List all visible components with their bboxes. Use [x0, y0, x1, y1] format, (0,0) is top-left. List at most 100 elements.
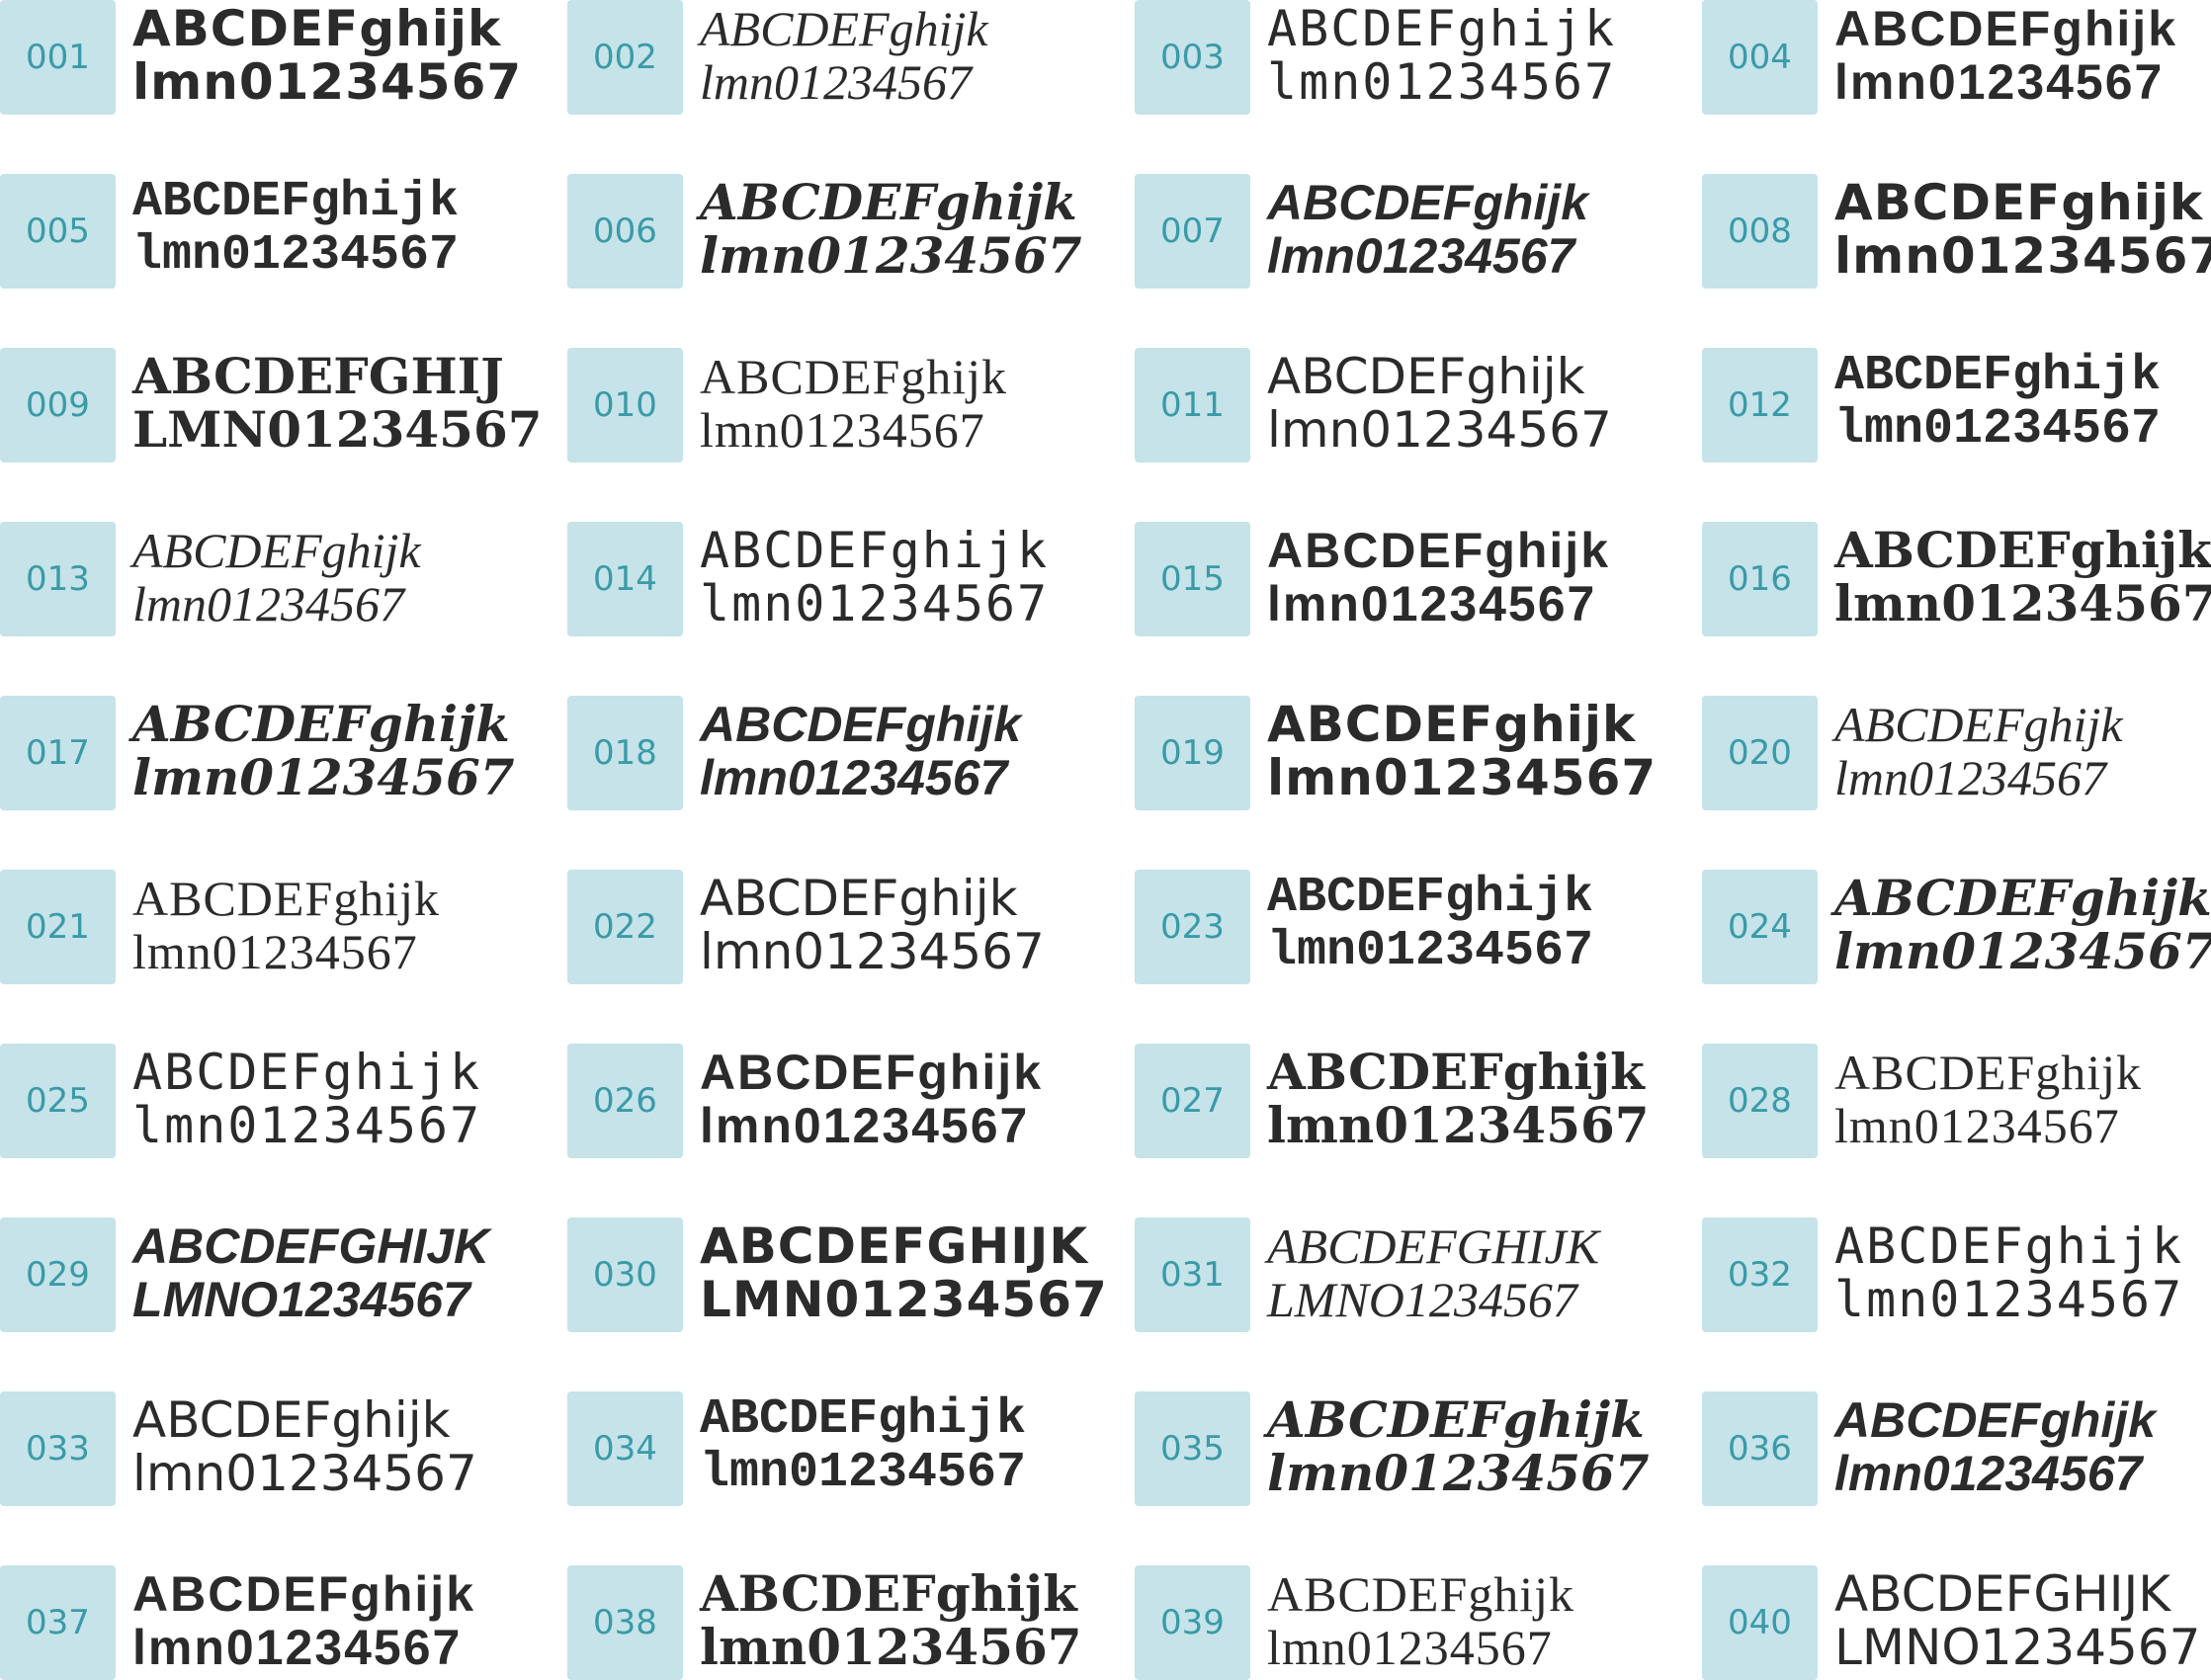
font-sample: 006 ABCDEFghijk lmn01234567	[567, 174, 1135, 290]
sample-text: lmn01234567	[1834, 227, 2211, 286]
font-sample: 022 ABCDEFghijk lmn01234567	[567, 870, 1135, 985]
font-sample: 034 ABCDEFghijk lmn01234567	[567, 1391, 1135, 1507]
font-sample: 016 ABCDEFghijk lmn01234567	[1702, 522, 2211, 637]
sample-text: ABCDEFghijk	[700, 349, 1008, 405]
font-sample: 027 ABCDEFghijk lmn01234567	[1135, 1044, 1702, 1159]
font-number: 014	[567, 522, 683, 637]
sample-text: LMN01234567	[700, 1271, 1108, 1329]
sample-text: LMNO1234567	[132, 1272, 470, 1328]
font-number: 023	[1135, 870, 1250, 985]
sample-text: ABCDEFGHIJK	[1834, 1565, 2171, 1624]
font-number: 021	[0, 870, 116, 985]
font-sample: 040 ABCDEFGHIJK LMNO1234567	[1702, 1565, 2211, 1680]
sample-text: ABCDEFghijk	[1834, 1218, 2184, 1276]
font-number: 010	[567, 348, 683, 463]
sample-text: ABCDEFghijk	[132, 174, 460, 231]
sample-text: ABCDEFghijk	[132, 871, 441, 927]
font-sample: 011 ABCDEFghijk lmn01234567	[1135, 348, 1702, 463]
font-sample: 030 ABCDEFGHIJK LMN01234567	[567, 1218, 1135, 1333]
font-sample: 032 ABCDEFghijk lmn01234567	[1702, 1218, 2211, 1333]
sample-text: lmn01234567	[700, 402, 985, 459]
font-sample: 028 ABCDEFghijk lmn01234567	[1702, 1044, 2211, 1159]
sample-text: lmn01234567	[700, 1445, 1027, 1502]
sample-text: ABCDEFghijk	[1267, 696, 1637, 754]
sample-text: ABCDEFghijk	[1267, 523, 1610, 579]
font-number: 034	[567, 1391, 683, 1507]
font-number: 026	[567, 1044, 683, 1159]
sample-text: ABCDEFGHIJK	[132, 1218, 490, 1275]
font-number: 027	[1135, 1044, 1250, 1159]
sample-text: lmn01234567	[132, 576, 404, 632]
font-number: 030	[567, 1218, 683, 1333]
font-number: 006	[567, 174, 683, 290]
font-sample: 026 ABCDEFghijk lmn01234567	[567, 1044, 1135, 1159]
font-sample: 012 ABCDEFghijk lmn01234567	[1702, 348, 2211, 463]
sample-text: lmn01234567	[1267, 1444, 1650, 1503]
font-sample: 033 ABCDEFghijk lmn01234567	[0, 1391, 567, 1507]
font-number: 040	[1702, 1565, 1818, 1680]
sample-text: ABCDEFghijk	[1267, 348, 1585, 406]
font-sample: 017 ABCDEFghijk lmn01234567	[0, 696, 567, 811]
sample-text: lmn01234567	[1834, 750, 2106, 806]
sample-text: ABCDEFghijk	[1267, 1044, 1645, 1102]
sample-text: lmn01234567	[132, 1097, 482, 1155]
sample-text: lmn01234567	[1834, 54, 2165, 110]
sample-text: ABCDEFghijk	[700, 522, 1050, 580]
font-number: 025	[0, 1044, 116, 1159]
font-number: 038	[567, 1565, 683, 1680]
font-number: 004	[1702, 0, 1818, 115]
sample-text: lmn01234567	[700, 575, 1050, 633]
font-number: 036	[1702, 1391, 1818, 1507]
font-number: 008	[1702, 174, 1818, 290]
sample-text: ABCDEFghijk	[700, 174, 1077, 232]
sample-text: ABCDEFghijk	[700, 1, 988, 56]
sample-text: lmn01234567	[132, 748, 515, 807]
sample-text: lmn01234567	[700, 1098, 1030, 1154]
font-number: 015	[1135, 522, 1250, 637]
font-number: 028	[1702, 1044, 1818, 1159]
sample-text: ABCDEFGHIJK	[1267, 1218, 1600, 1275]
font-sample: 014 ABCDEFghijk lmn01234567	[567, 522, 1135, 637]
font-number: 003	[1135, 0, 1250, 115]
font-sample: 013 ABCDEFghijk lmn01234567	[0, 522, 567, 637]
sample-text: lmn01234567	[1267, 401, 1612, 460]
font-sample: 010 ABCDEFghijk lmn01234567	[567, 348, 1135, 463]
sample-text: ABCDEFghijk	[1834, 1392, 2156, 1449]
sample-text: ABCDEFghijk	[1834, 1, 2177, 56]
font-number: 022	[567, 870, 683, 985]
sample-text: ABCDEFghijk	[132, 523, 421, 579]
sample-text: ABCDEFGHIJK	[700, 1218, 1089, 1276]
sample-text: lmn01234567	[1834, 1271, 2184, 1329]
font-sample: 003 ABCDEFghijk lmn01234567	[1135, 0, 1702, 115]
font-sample: 001 ABCDEFghijk lmn01234567	[0, 0, 567, 115]
sample-text: LMNO1234567	[1267, 1272, 1577, 1328]
sample-text: lmn01234567	[132, 1620, 463, 1676]
font-sample: 029 ABCDEFGHIJK LMNO1234567	[0, 1218, 567, 1333]
sample-text: lmn01234567	[700, 750, 1008, 806]
font-sample: 019 ABCDEFghijk lmn01234567	[1135, 696, 1702, 811]
sample-text: ABCDEFghijk	[700, 1045, 1043, 1101]
font-number: 039	[1135, 1565, 1250, 1680]
sample-text: ABCDEFghijk	[1834, 522, 2211, 580]
sample-text: ABCDEFghijk	[1267, 0, 1617, 57]
font-sample: 015 ABCDEFghijk lmn01234567	[1135, 522, 1702, 637]
sample-text: ABCDEFghijk	[132, 696, 510, 754]
font-number: 012	[1702, 348, 1818, 463]
font-sample: 009 ABCDEFGHIJ LMN01234567	[0, 348, 567, 463]
font-sample: 007 ABCDEFghijk lmn01234567	[1135, 174, 1702, 290]
sample-text: lmn01234567	[1267, 1620, 1553, 1676]
font-sample: 023 ABCDEFghijk lmn01234567	[1135, 870, 1702, 985]
sample-text: lmn01234567	[1834, 401, 2162, 459]
font-sample: 038 ABCDEFghijk lmn01234567	[567, 1565, 1135, 1680]
sample-text: ABCDEFghijk	[700, 1565, 1077, 1624]
sample-text: lmn01234567	[700, 923, 1045, 981]
sample-text: lmn01234567	[1267, 923, 1594, 980]
font-sample: 008 ABCDEFghijk lmn01234567	[1702, 174, 2211, 290]
sample-text: lmn01234567	[1834, 1446, 2143, 1502]
font-number: 005	[0, 174, 116, 290]
sample-text: lmn01234567	[700, 226, 1082, 286]
sample-text: lmn01234567	[1267, 1096, 1650, 1155]
sample-text: ABCDEFghijk	[700, 870, 1018, 928]
font-sample: 020 ABCDEFghijk lmn01234567	[1702, 696, 2211, 811]
